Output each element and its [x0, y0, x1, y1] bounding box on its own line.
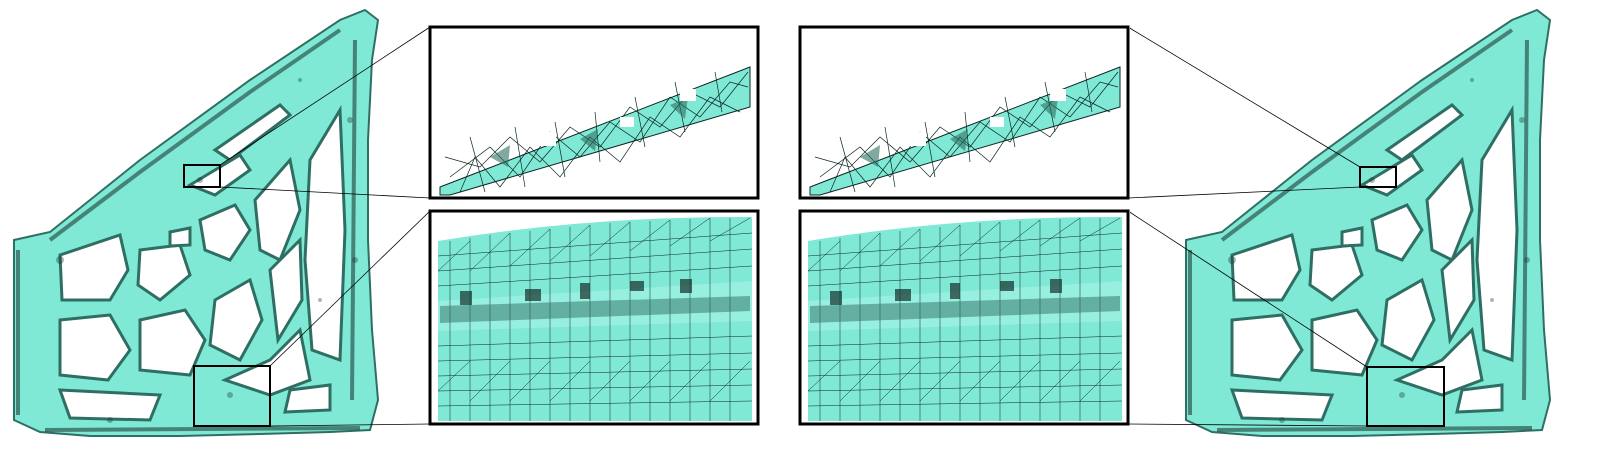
inset-top-right: [798, 25, 1131, 200]
leader-lines: [219, 26, 1368, 427]
left-bracket-model: [12, 8, 380, 438]
left-zoom-box-top: [183, 164, 221, 188]
right-zoom-box-bottom: [1366, 366, 1445, 427]
right-zoom-box-top: [1359, 166, 1397, 188]
left-zoom-box-bottom: [193, 365, 271, 427]
inset-top-left: [428, 25, 761, 200]
inset-bottom-right: [798, 209, 1131, 426]
inset-bottom-left: [428, 209, 761, 426]
